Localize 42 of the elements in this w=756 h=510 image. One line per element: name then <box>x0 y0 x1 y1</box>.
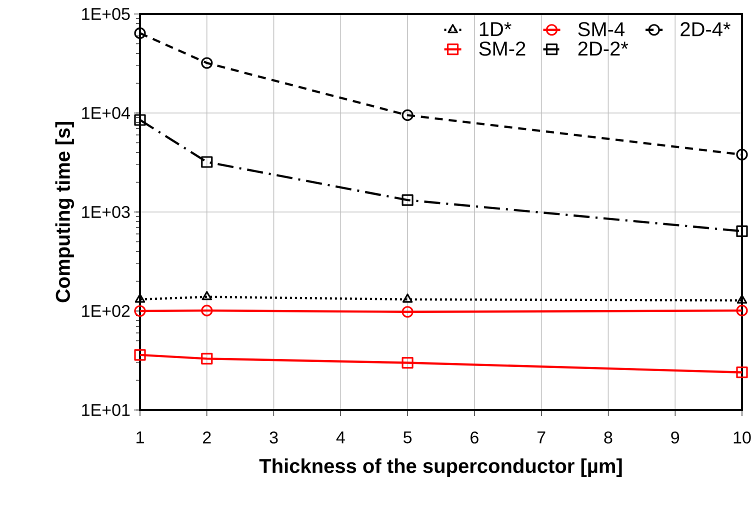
y-tick-label: 1E+04 <box>82 106 130 120</box>
point <box>736 304 748 316</box>
point <box>402 306 414 318</box>
point <box>201 57 213 69</box>
point <box>134 114 146 126</box>
point <box>736 366 748 378</box>
x-tick-label: 1 <box>136 431 144 444</box>
point <box>402 109 414 122</box>
point <box>736 294 748 304</box>
x-tick-label: 7 <box>537 431 546 444</box>
y-tick-label: 1E+01 <box>82 404 130 416</box>
legend-label: SM-2 <box>479 42 526 56</box>
x-tick-label: 9 <box>671 431 680 444</box>
legend-label: 2D-4* <box>680 22 730 36</box>
x-tick-label: 4 <box>336 431 345 444</box>
y-tick-label: 1E+05 <box>82 8 130 20</box>
x-tick-label: 3 <box>270 431 278 444</box>
point <box>201 352 213 364</box>
y-axis-title: Computing time [s] <box>55 122 74 302</box>
legend-label: 1D* <box>480 22 512 36</box>
y-tick-label: 1E+03 <box>82 206 130 218</box>
x-tick-label: 6 <box>470 431 478 444</box>
x-tick-label: 10 <box>734 431 751 444</box>
point <box>134 305 146 317</box>
point <box>402 356 414 369</box>
point <box>202 291 212 300</box>
x-tick-label: 2 <box>203 431 211 444</box>
x-axis-title: Thickness of the superconductor [µm] <box>259 458 622 478</box>
point <box>736 225 748 237</box>
point <box>134 349 146 361</box>
legend-label: SM-4 <box>578 22 625 36</box>
point <box>736 148 748 160</box>
point <box>134 294 146 303</box>
point <box>201 304 213 316</box>
point <box>134 27 146 39</box>
point <box>402 194 414 206</box>
legend-label: 2D-2* <box>578 42 628 56</box>
x-tick-label: 8 <box>604 431 612 444</box>
point <box>402 294 413 303</box>
x-tick-label: 5 <box>404 431 412 444</box>
point <box>201 156 213 168</box>
y-tick-label: 1E+02 <box>82 304 130 318</box>
